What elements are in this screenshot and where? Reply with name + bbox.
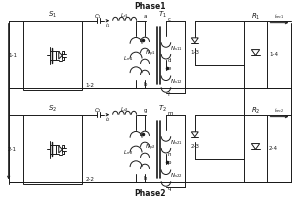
Text: $N_{s21}$: $N_{s21}$ — [169, 138, 182, 147]
Text: a: a — [143, 14, 147, 19]
Text: $C_2$: $C_2$ — [94, 106, 102, 115]
Text: 1-4: 1-4 — [269, 52, 278, 57]
Bar — [22, 115, 82, 184]
Text: $L_{r2}$: $L_{r2}$ — [120, 105, 129, 114]
Text: 1-3: 1-3 — [190, 50, 199, 55]
Text: $i_2$: $i_2$ — [105, 115, 111, 124]
Text: Phase1: Phase1 — [134, 2, 166, 11]
Text: $L_{r1}$: $L_{r1}$ — [120, 11, 129, 20]
Text: n: n — [168, 152, 171, 157]
Text: $N_{s12}$: $N_{s12}$ — [169, 77, 182, 86]
Polygon shape — [59, 52, 62, 59]
Text: $R_2$: $R_2$ — [251, 106, 260, 116]
Text: b: b — [143, 82, 147, 87]
Text: 2-3: 2-3 — [190, 144, 199, 149]
Text: p: p — [168, 160, 171, 165]
Text: e: e — [168, 66, 171, 71]
Text: 2-2: 2-2 — [86, 177, 95, 182]
Text: $N_{p1}$: $N_{p1}$ — [145, 48, 155, 59]
Bar — [22, 21, 82, 90]
Polygon shape — [191, 132, 198, 137]
Bar — [244, 21, 268, 88]
Text: $N_{s11}$: $N_{s11}$ — [169, 44, 182, 53]
Text: q: q — [168, 186, 171, 191]
Text: 2-1: 2-1 — [8, 147, 17, 152]
Text: $T_1$: $T_1$ — [158, 10, 167, 20]
Text: g: g — [143, 108, 147, 113]
Bar — [244, 115, 268, 182]
Text: $N_{p2}$: $N_{p2}$ — [145, 142, 155, 153]
Text: 1-2: 1-2 — [86, 83, 95, 88]
Text: $N_{s22}$: $N_{s22}$ — [169, 171, 182, 180]
Text: $S_1$: $S_1$ — [48, 10, 57, 20]
Text: $T_2$: $T_2$ — [158, 104, 167, 114]
Text: h: h — [143, 176, 147, 181]
Text: $L_{m2}$: $L_{m2}$ — [123, 148, 134, 157]
Text: m: m — [168, 111, 173, 116]
Text: $i_{rec1}$: $i_{rec1}$ — [274, 12, 285, 21]
Polygon shape — [251, 50, 260, 55]
Polygon shape — [59, 146, 62, 153]
Text: c: c — [168, 17, 171, 22]
Text: $i_{rec2}$: $i_{rec2}$ — [274, 106, 285, 115]
Text: $C_1$: $C_1$ — [94, 12, 102, 21]
Text: 1-1: 1-1 — [8, 53, 17, 58]
Text: $L_{m1}$: $L_{m1}$ — [123, 54, 134, 63]
Text: $R_1$: $R_1$ — [251, 12, 260, 22]
Text: f: f — [168, 92, 170, 97]
Text: d: d — [168, 58, 171, 63]
Text: Phase2: Phase2 — [134, 189, 166, 198]
Polygon shape — [251, 144, 260, 149]
Text: $S_2$: $S_2$ — [48, 104, 57, 114]
Text: $i_1$: $i_1$ — [105, 21, 111, 30]
Text: 2-4: 2-4 — [269, 146, 278, 151]
Polygon shape — [191, 38, 198, 43]
